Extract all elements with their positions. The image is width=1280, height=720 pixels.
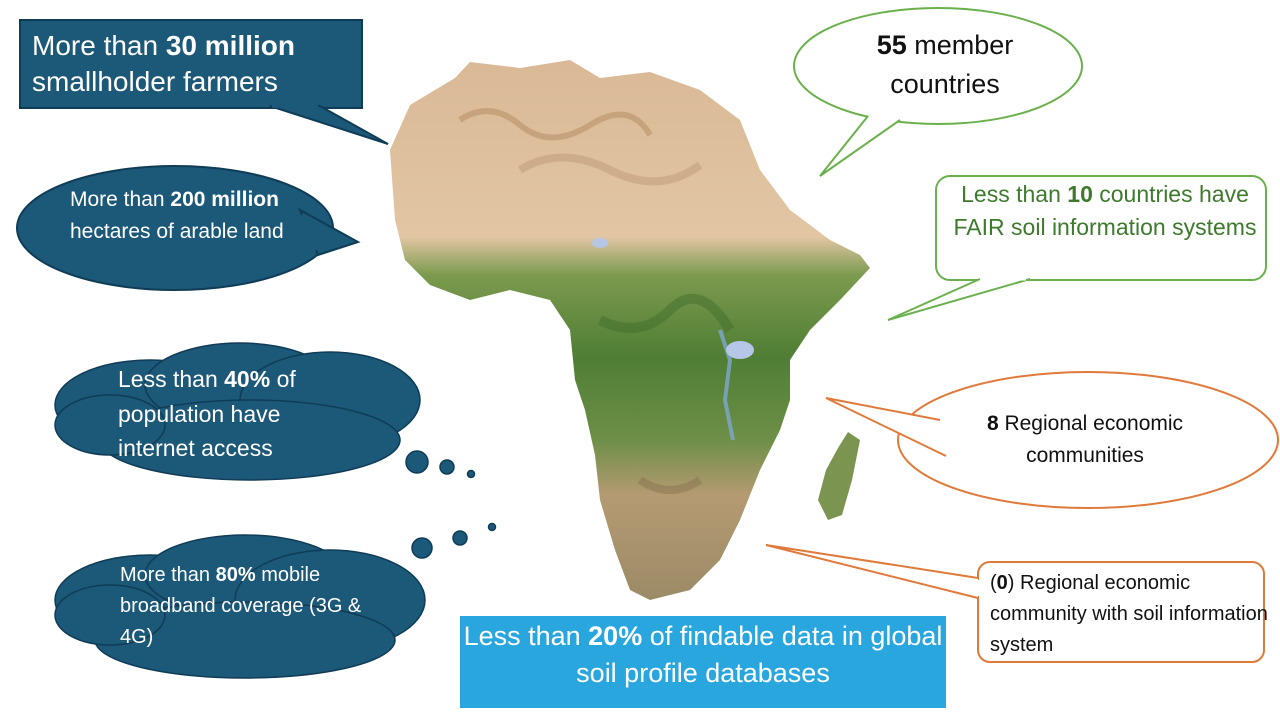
fair-callout-shape bbox=[887, 175, 1267, 321]
mobile-callout-text: More than 80% mobile broadband coverage … bbox=[120, 560, 370, 653]
farmers-callout-text: More than 30 million smallholder farmers bbox=[32, 28, 362, 101]
farmers-post: smallholder farmers bbox=[32, 66, 278, 98]
fair-pre: Less than bbox=[961, 181, 1068, 207]
fair-bold: 10 bbox=[1067, 181, 1093, 207]
internet-bold: 40% bbox=[224, 366, 271, 392]
arable-post: hectares of arable land bbox=[70, 219, 284, 243]
recsoil-callout-text: (0) Regional economic community with soi… bbox=[990, 568, 1270, 661]
internet-callout-shape bbox=[54, 342, 476, 481]
recsoil-callout-shape bbox=[765, 544, 1265, 663]
farmers-bold: 30 million bbox=[165, 30, 296, 61]
rec-callout-shape bbox=[825, 371, 1279, 509]
fair-callout-text: Less than 10 countries have FAIR soil in… bbox=[945, 178, 1265, 245]
arable-callout-text: More than 200 million hectares of arable… bbox=[70, 184, 290, 247]
farmers-callout-shape bbox=[19, 19, 389, 145]
arable-pre: More than bbox=[70, 188, 171, 211]
members-bold: 55 bbox=[876, 30, 907, 60]
fair-post: countries have FAIR soil information sys… bbox=[953, 181, 1257, 241]
mobile-post: mobile broadband coverage (3G & 4G) bbox=[120, 564, 362, 648]
findable-box-shape bbox=[460, 616, 946, 708]
members-callout-shape bbox=[793, 7, 1083, 177]
members-post: member countries bbox=[890, 30, 1014, 100]
recsoil-bold: 0 bbox=[996, 572, 1008, 594]
recsoil-pre: ( bbox=[990, 572, 997, 594]
farmers-pre: More than bbox=[32, 30, 166, 61]
rec-callout-text: 8 Regional economic communities bbox=[930, 408, 1240, 471]
arable-bold: 200 million bbox=[170, 188, 279, 211]
internet-callout-text: Less than 40% of population have interne… bbox=[118, 362, 358, 466]
recsoil-post: ) Regional economic community with soil … bbox=[990, 572, 1268, 656]
rec-bold: 8 bbox=[986, 412, 999, 435]
arable-callout-shape bbox=[16, 165, 361, 291]
rec-post: Regional economic communities bbox=[998, 412, 1184, 467]
members-callout-text: 55 member countries bbox=[830, 26, 1060, 104]
internet-pre: Less than bbox=[118, 366, 225, 392]
mobile-pre: More than bbox=[120, 564, 216, 586]
findable-box-text: Less than 20% of findable data in global… bbox=[462, 618, 944, 693]
findable-post: of findable data in global soil profile … bbox=[576, 621, 943, 689]
findable-pre: Less than bbox=[463, 621, 589, 651]
mobile-callout-shape bbox=[54, 522, 497, 679]
internet-post: of population have internet access bbox=[118, 366, 296, 461]
findable-bold: 20% bbox=[588, 621, 643, 651]
mobile-bold: 80% bbox=[215, 564, 256, 586]
